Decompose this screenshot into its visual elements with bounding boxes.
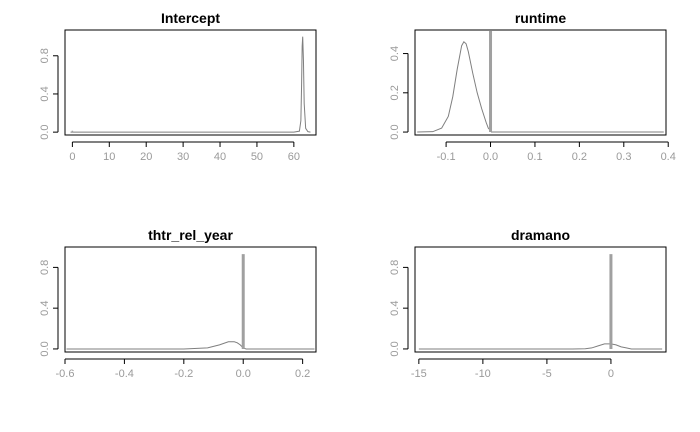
intercept-x-tick-label: 20: [140, 151, 152, 163]
dramano-y-tick-label: 0.4: [389, 301, 401, 316]
thtr-rel-year-x-tick-label: 0.0: [236, 368, 251, 380]
thtr-rel-year-x-tick-label: -0.4: [115, 368, 134, 380]
dramano-x-tick-label: -5: [542, 368, 552, 380]
dramano-x-tick-label: -10: [475, 368, 491, 380]
thtr-rel-year-density-curve: [66, 341, 315, 350]
intercept-x-tick-label: 0: [69, 151, 75, 163]
thtr-rel-year-x-tick-label: -0.2: [174, 368, 193, 380]
panel-intercept: Intercept 0 10 20 30 40 50 60 0.0 0.4 0.8: [39, 10, 317, 163]
runtime-title: runtime: [515, 10, 567, 26]
runtime-x-tick-label: 0.2: [572, 151, 587, 163]
runtime-x-tick-label: 0.4: [661, 151, 676, 163]
thtr-rel-year-title: thtr_rel_year: [148, 227, 233, 243]
panel-runtime: runtime -0.1 0.0 0.1 0.2 0.3 0.4 0.0 0.2 0.4: [389, 10, 676, 163]
panel-thtr-rel-year: thtr_rel_year -0.6 -0.4 -0.2 0.0 0.2 0.0 0.4 0.8: [39, 227, 317, 380]
dramano-plot-frame: [414, 246, 667, 353]
intercept-title: Intercept: [161, 10, 220, 26]
thtr-rel-year-y-tick-label: 0.8: [39, 260, 51, 275]
dramano-y-tick-label: 0.0: [389, 341, 401, 356]
intercept-y-tick-label: 0.8: [39, 48, 51, 63]
runtime-y-tick-label: 0.2: [389, 85, 401, 100]
runtime-y-tick-label: 0.0: [389, 124, 401, 139]
dramano-density-curve: [418, 343, 663, 350]
dramano-y-tick-label: 0.8: [389, 260, 401, 275]
thtr-rel-year-y-tick-label: 0.0: [39, 341, 51, 356]
dramano-x-tick-label: 0: [608, 368, 614, 380]
runtime-x-tick-label: 0.0: [483, 151, 498, 163]
thtr-rel-year-x-tick-label: 0.2: [295, 368, 310, 380]
intercept-x-tick-label: 50: [251, 151, 263, 163]
runtime-x-tick-label: 0.1: [527, 151, 542, 163]
intercept-x-tick-label: 40: [214, 151, 226, 163]
panel-dramano: dramano -15 -10 -5 0 0.0 0.4 0.8: [389, 227, 667, 380]
intercept-x-tick-label: 30: [177, 151, 189, 163]
thtr-rel-year-y-tick-label: 0.4: [39, 301, 51, 316]
runtime-x-tick-label: 0.3: [616, 151, 631, 163]
dramano-x-tick-label: -15: [411, 368, 427, 380]
intercept-x-tick-label: 60: [288, 151, 300, 163]
runtime-plot-frame: [414, 29, 667, 136]
dramano-title: dramano: [511, 227, 570, 243]
intercept-y-tick-label: 0.0: [39, 124, 51, 139]
thtr-rel-year-x-tick-label: -0.6: [56, 368, 75, 380]
runtime-y-tick-label: 0.4: [389, 46, 401, 61]
intercept-x-tick-label: 10: [103, 151, 115, 163]
intercept-plot-frame: [64, 29, 317, 136]
thtr-rel-year-plot-frame: [64, 246, 317, 353]
intercept-density-curve: [70, 36, 311, 133]
intercept-y-tick-label: 0.4: [39, 86, 51, 101]
runtime-x-tick-label: -0.1: [437, 151, 456, 163]
